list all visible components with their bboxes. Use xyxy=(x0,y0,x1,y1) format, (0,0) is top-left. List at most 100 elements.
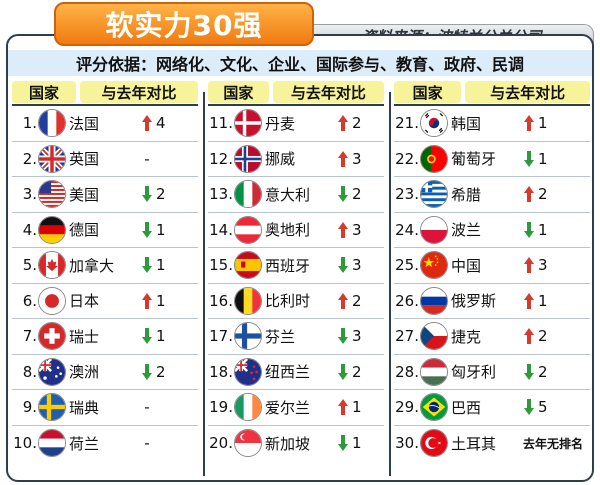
country-name: 新加坡 xyxy=(265,434,311,453)
table-row: 8. 澳洲 2 xyxy=(12,355,198,390)
country-name: 加拿大 xyxy=(69,256,115,275)
arrow-up-icon xyxy=(337,221,352,239)
arrow-up-icon xyxy=(141,292,156,310)
country-name: 比利时 xyxy=(265,292,311,311)
header-change: 与去年对比 xyxy=(465,81,590,103)
change-value: 5 xyxy=(538,398,548,417)
header-country: 国家 xyxy=(208,81,269,103)
change-value: 3 xyxy=(352,220,362,239)
rank-number: 30. xyxy=(395,434,419,453)
rank-number: 1. xyxy=(22,114,37,133)
ranking-column-3: 国家 与去年对比 21. 韩国 1 22. 葡萄牙 1 23. 希腊 2 24. 波兰 1 25. 中国 3 26… xyxy=(390,80,592,478)
country-name: 韩国 xyxy=(451,114,482,133)
ranking-column-1: 国家 与去年对比 1. 法国 4 2. 英国 -3. 美国 2 4. 德国 1 5. 加拿大 1 6. 日本 1 7.… xyxy=(8,80,202,478)
rank-number: 2. xyxy=(22,149,37,168)
column-divider xyxy=(389,92,391,476)
change-cell: 2 xyxy=(337,292,362,310)
change-cell: 2 xyxy=(141,363,166,381)
change-cell: 2 xyxy=(523,363,548,381)
country-name: 德国 xyxy=(69,221,100,240)
ie-flag-icon xyxy=(234,393,262,422)
table-row: 6. 日本 1 xyxy=(12,284,198,319)
country-name: 俄罗斯 xyxy=(451,292,497,311)
rank-number: 17. xyxy=(209,327,233,346)
change-value: 1 xyxy=(352,398,362,417)
br-flag-icon xyxy=(420,393,448,422)
rank-number: 26. xyxy=(395,291,419,310)
no-flag-icon xyxy=(234,144,262,173)
change-value: 3 xyxy=(352,256,362,275)
table-row: 13. 意大利 2 xyxy=(208,177,384,213)
change-cell: 3 xyxy=(337,256,362,274)
table-row: 3. 美国 2 xyxy=(12,177,198,213)
rank-number: 19. xyxy=(209,398,233,417)
change-cell: - xyxy=(141,398,156,416)
gb-flag-icon xyxy=(38,144,66,173)
country-name: 西班牙 xyxy=(265,256,311,275)
table-row: 29. 巴西 5 xyxy=(394,390,590,426)
arrow-down-icon xyxy=(523,150,538,168)
at-flag-icon xyxy=(234,215,262,244)
table-row: 15. 西班牙 3 xyxy=(208,248,384,284)
change-value: 1 xyxy=(538,114,548,133)
change-value: 3 xyxy=(538,256,548,275)
table-row: 11. 丹麦 2 xyxy=(208,106,384,142)
sg-flag-icon xyxy=(234,429,262,458)
rank-number: 22. xyxy=(395,149,419,168)
be-flag-icon xyxy=(234,286,262,315)
table-row: 17. 芬兰 3 xyxy=(208,319,384,355)
table-row: 26. 俄罗斯 1 xyxy=(394,284,590,319)
table-row: 2. 英国 - xyxy=(12,142,198,177)
change-value: 1 xyxy=(538,291,548,310)
au-flag-icon xyxy=(38,357,66,386)
rank-number: 15. xyxy=(209,256,233,275)
arrow-down-icon xyxy=(141,327,156,345)
change-cell: 1 xyxy=(141,292,166,310)
change-cell: 4 xyxy=(141,114,166,132)
change-value: 2 xyxy=(352,362,362,381)
country-name: 巴西 xyxy=(451,398,482,417)
change-cell: 去年无排名 xyxy=(523,435,583,452)
rank-number: 21. xyxy=(395,114,419,133)
arrow-up-icon xyxy=(523,185,538,203)
change-value: 1 xyxy=(352,434,362,453)
table-row: 28. 匈牙利 2 xyxy=(394,355,590,390)
change-cell: 2 xyxy=(337,185,362,203)
change-cell: 2 xyxy=(523,327,548,345)
rank-number: 29. xyxy=(395,398,419,417)
arrow-up-icon xyxy=(523,327,538,345)
table-row: 30. 土耳其 去年无排名 xyxy=(394,426,590,462)
arrow-down-icon xyxy=(337,256,352,274)
ru-flag-icon xyxy=(420,286,448,315)
arrow-up-icon xyxy=(523,256,538,274)
column-header: 国家 与去年对比 xyxy=(208,80,384,106)
table-row: 10. 荷兰 - xyxy=(12,426,198,462)
tr-flag-icon xyxy=(420,429,448,458)
arrow-down-icon xyxy=(141,256,156,274)
dk-flag-icon xyxy=(234,109,262,138)
country-name: 瑞士 xyxy=(69,327,100,346)
table-row: 9. 瑞典 - xyxy=(12,390,198,426)
arrow-down-icon xyxy=(337,363,352,381)
rank-number: 4. xyxy=(22,220,37,239)
ca-flag-icon xyxy=(38,251,66,280)
country-name: 爱尔兰 xyxy=(265,398,311,417)
change-cell: - xyxy=(141,150,156,168)
change-cell: 3 xyxy=(337,150,362,168)
rank-number: 14. xyxy=(209,220,233,239)
table-row: 7. 瑞士 1 xyxy=(12,319,198,355)
column-divider xyxy=(203,92,205,476)
arrow-down-icon xyxy=(141,221,156,239)
country-name: 意大利 xyxy=(265,185,311,204)
change-value: 2 xyxy=(538,327,548,346)
arrow-down-icon xyxy=(523,221,538,239)
change-value: 2 xyxy=(538,362,548,381)
table-row: 24. 波兰 1 xyxy=(394,213,590,248)
arrow-down-icon xyxy=(141,185,156,203)
country-name: 美国 xyxy=(69,185,100,204)
rank-number: 3. xyxy=(22,185,37,204)
change-cell: 3 xyxy=(337,327,362,345)
table-row: 1. 法国 4 xyxy=(12,106,198,142)
rank-number: 12. xyxy=(209,149,233,168)
header-country: 国家 xyxy=(12,81,77,103)
